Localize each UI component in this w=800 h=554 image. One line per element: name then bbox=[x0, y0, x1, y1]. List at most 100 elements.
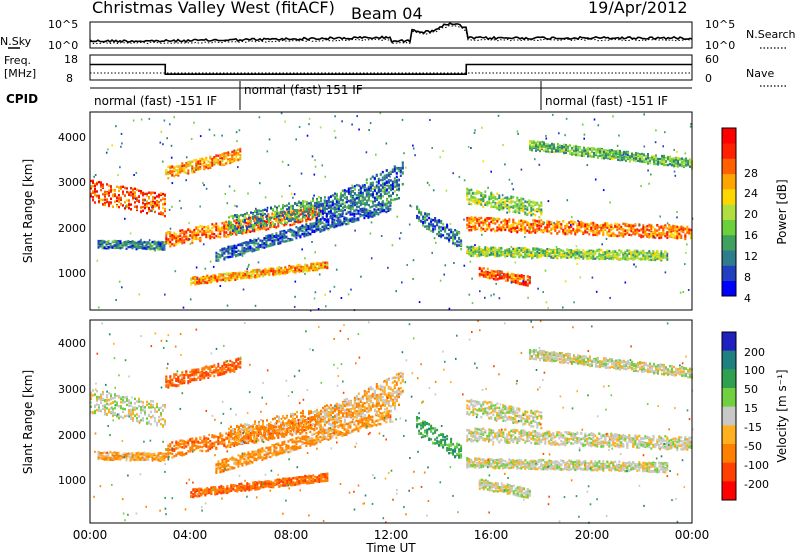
echo-cell bbox=[640, 228, 643, 231]
echo-cell bbox=[213, 233, 216, 236]
echo-cell bbox=[518, 199, 521, 202]
echo-cell bbox=[219, 163, 222, 166]
echo-cell bbox=[482, 250, 485, 253]
echo-cell bbox=[289, 216, 292, 219]
echo-cell bbox=[224, 278, 227, 281]
echo-cell bbox=[636, 228, 639, 231]
echo-cell bbox=[310, 210, 312, 213]
echo-cell bbox=[203, 226, 206, 229]
echo-cell bbox=[319, 204, 322, 207]
echo-cell bbox=[357, 209, 360, 213]
echo-cell bbox=[377, 185, 380, 188]
echo-cell bbox=[259, 227, 262, 231]
echo-cell bbox=[530, 231, 533, 234]
echo-cell bbox=[472, 224, 475, 227]
echo-cell bbox=[343, 222, 346, 225]
echo-cell bbox=[562, 249, 565, 253]
echo-cell bbox=[114, 194, 116, 198]
cpid-label: CPID bbox=[6, 92, 38, 106]
echo-cell bbox=[121, 246, 124, 249]
echo-cell bbox=[115, 242, 118, 245]
echo-cell bbox=[231, 245, 234, 248]
echo-cell bbox=[528, 222, 531, 225]
echo-cell bbox=[512, 220, 515, 224]
echo-cell bbox=[230, 277, 233, 281]
echo-cell bbox=[245, 244, 248, 247]
echo-cell bbox=[550, 256, 553, 259]
echo-cell bbox=[327, 210, 330, 214]
echo-cell bbox=[578, 256, 581, 260]
echo-cell bbox=[268, 271, 271, 274]
echo-cell bbox=[207, 160, 210, 163]
echo-cell bbox=[496, 226, 499, 229]
echo-cell bbox=[377, 177, 380, 181]
echo-cell bbox=[363, 201, 366, 205]
echo-cell bbox=[223, 226, 226, 229]
echo-cell bbox=[109, 243, 112, 246]
echo-cell bbox=[113, 246, 116, 250]
echo-cell bbox=[181, 162, 184, 165]
echo-cell bbox=[252, 215, 254, 219]
echo-cell bbox=[235, 152, 238, 155]
echo-cell bbox=[278, 266, 281, 269]
echo-cell bbox=[146, 204, 148, 207]
echo-cell bbox=[142, 191, 144, 195]
echo-cell bbox=[138, 189, 140, 192]
echo-cell bbox=[310, 205, 312, 209]
echo-cell bbox=[500, 226, 503, 229]
echo-cell bbox=[448, 228, 451, 231]
echo-cell bbox=[327, 198, 330, 202]
echo-cell bbox=[357, 201, 360, 205]
echo-cell bbox=[686, 231, 689, 234]
echo-cell bbox=[516, 222, 519, 226]
freq-label: Freq. bbox=[4, 54, 31, 67]
echo-cell bbox=[320, 213, 322, 216]
echo-cell bbox=[252, 275, 255, 278]
echo-cell bbox=[588, 233, 591, 236]
echo-cell bbox=[369, 206, 372, 209]
echo-cell bbox=[542, 221, 545, 224]
echo-cell bbox=[562, 232, 565, 235]
echo-cell bbox=[307, 231, 310, 234]
echo-cell bbox=[608, 230, 611, 233]
echo-cell bbox=[146, 200, 148, 203]
echo-cell bbox=[285, 223, 288, 226]
echo-cell bbox=[381, 209, 384, 213]
echo-cell bbox=[310, 264, 313, 267]
echo-cell bbox=[99, 241, 102, 244]
echo-cell bbox=[98, 194, 100, 198]
echo-cell bbox=[544, 229, 547, 232]
echo-cell bbox=[502, 225, 505, 228]
echo-cell bbox=[516, 247, 519, 250]
echo-cell bbox=[181, 164, 184, 168]
echo-cell bbox=[169, 166, 172, 169]
echo-cell bbox=[130, 203, 132, 206]
echo-cell bbox=[203, 165, 206, 169]
echo-cell bbox=[305, 219, 308, 223]
echo-cell bbox=[384, 181, 386, 185]
echo-cell bbox=[201, 159, 204, 162]
echo-cell bbox=[530, 209, 533, 212]
echo-cell bbox=[636, 231, 639, 234]
echo-cell bbox=[268, 269, 271, 272]
echo-cell bbox=[322, 262, 325, 266]
echo-cell bbox=[321, 225, 324, 229]
echo-cell bbox=[245, 242, 248, 245]
echo-cell bbox=[496, 197, 499, 201]
echo-cell bbox=[254, 276, 257, 279]
echo-cell bbox=[508, 248, 511, 251]
echo-cell bbox=[680, 230, 683, 233]
echo-cell bbox=[358, 198, 360, 202]
echo-cell bbox=[355, 208, 358, 212]
echo-cell bbox=[674, 225, 677, 228]
echo-cell bbox=[202, 280, 205, 283]
echo-cell bbox=[594, 225, 597, 229]
echo-cell bbox=[372, 200, 374, 203]
echo-cell bbox=[488, 217, 491, 220]
echo-cell bbox=[504, 196, 507, 200]
echo-cell bbox=[309, 225, 312, 228]
echo-cell bbox=[538, 205, 541, 208]
echo-cell bbox=[281, 211, 284, 215]
echo-cell bbox=[260, 217, 262, 220]
echo-cell bbox=[179, 164, 182, 167]
